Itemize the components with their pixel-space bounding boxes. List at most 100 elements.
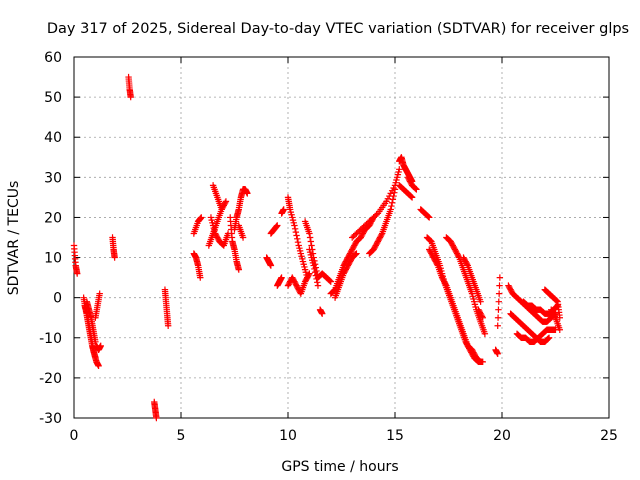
data-point-plus xyxy=(280,206,287,213)
data-point-plus xyxy=(97,342,104,349)
data-point-plus xyxy=(396,166,403,173)
y-tick-label: 40 xyxy=(44,130,62,146)
data-point-plus xyxy=(495,290,503,297)
data-point-plus xyxy=(267,262,275,269)
data-point-plus xyxy=(463,261,471,268)
data-point-plus xyxy=(442,281,449,288)
data-point-plus xyxy=(388,202,395,210)
data-point-plus xyxy=(310,262,317,269)
data-point-plus xyxy=(311,269,319,276)
data-point-plus xyxy=(353,250,360,257)
data-point-plus xyxy=(326,277,334,285)
data-point-plus xyxy=(95,362,102,370)
y-tick-label: -10 xyxy=(39,331,62,347)
data-point-plus xyxy=(306,270,313,277)
data-point-plus xyxy=(153,414,160,422)
data-point-plus xyxy=(219,241,227,249)
y-tick-label: 0 xyxy=(53,291,62,307)
data-point-plus xyxy=(494,314,502,321)
data-point-plus xyxy=(425,213,432,220)
data-point-plus xyxy=(553,297,560,304)
data-point-plus xyxy=(495,298,502,305)
data-point-plus xyxy=(319,310,326,317)
chart-title: Day 317 of 2025, Sidereal Day-to-day VTE… xyxy=(47,21,629,37)
data-point-plus xyxy=(477,358,484,366)
y-tick-label: -20 xyxy=(39,371,62,387)
data-point-plus xyxy=(407,192,414,200)
data-point-plus xyxy=(314,279,321,286)
data-point-plus xyxy=(477,298,484,305)
data-point-plus xyxy=(481,330,489,337)
y-tick-label: 50 xyxy=(44,90,62,106)
data-point-plus xyxy=(305,271,312,279)
data-point-plus xyxy=(74,270,81,277)
data-point-plus xyxy=(292,228,300,236)
data-point-plus xyxy=(495,306,502,313)
data-point-plus xyxy=(306,234,314,241)
data-point-plus xyxy=(556,326,563,333)
data-point-plus xyxy=(308,242,315,249)
y-tick-label: 30 xyxy=(44,170,62,186)
data-point-plus xyxy=(92,354,99,362)
data-point-plus xyxy=(314,282,322,289)
data-point-plus xyxy=(388,199,396,206)
x-tick-label: 20 xyxy=(493,428,511,444)
data-points xyxy=(70,73,563,422)
data-point-plus xyxy=(408,194,416,201)
x-tick-label: 10 xyxy=(279,428,297,444)
data-point-plus xyxy=(197,274,204,281)
data-point-plus xyxy=(544,335,551,343)
data-point-plus xyxy=(307,238,315,245)
data-point-plus xyxy=(244,190,251,197)
data-point-plus xyxy=(239,234,247,241)
grid-lines xyxy=(74,57,609,418)
data-point-plus xyxy=(408,193,415,200)
data-point-plus xyxy=(551,313,558,320)
data-point-plus xyxy=(389,196,397,203)
data-point-plus xyxy=(373,211,380,218)
data-point-plus xyxy=(494,322,501,329)
data-point-plus xyxy=(433,261,441,268)
data-point-plus xyxy=(479,314,486,321)
data-point-plus xyxy=(424,212,432,220)
data-point-plus xyxy=(291,222,298,229)
y-tick-label: -30 xyxy=(39,411,62,427)
data-point-plus xyxy=(164,322,172,329)
data-point-plus xyxy=(496,282,503,289)
data-point-plus xyxy=(494,350,501,358)
data-point-plus xyxy=(378,231,385,239)
data-point-plus xyxy=(222,198,230,205)
data-point-plus xyxy=(391,186,399,193)
data-point-plus xyxy=(274,222,281,229)
data-point-plus xyxy=(426,236,434,244)
data-point-plus xyxy=(218,206,225,213)
x-tick-label: 25 xyxy=(600,428,618,444)
data-point-plus xyxy=(278,274,285,281)
y-tick-label: 60 xyxy=(44,50,62,66)
data-point-plus xyxy=(313,275,320,283)
data-point-plus xyxy=(455,253,462,260)
data-point-plus xyxy=(496,274,504,281)
y-axis-label: SDTVAR / TECUs xyxy=(6,181,22,296)
data-point-plus xyxy=(351,251,359,259)
data-point-plus xyxy=(352,251,359,258)
x-axis-label: GPS time / hours xyxy=(281,459,398,475)
data-point-plus xyxy=(426,214,433,221)
x-tick-label: 5 xyxy=(177,428,186,444)
data-point-plus xyxy=(390,192,397,200)
data-point-plus xyxy=(291,225,299,233)
data-point-plus xyxy=(475,357,483,364)
data-point-plus xyxy=(293,232,300,239)
data-point-plus xyxy=(326,277,333,284)
data-point-plus xyxy=(553,297,561,305)
data-point-plus xyxy=(413,186,420,193)
data-point-plus xyxy=(222,199,229,206)
data-point-plus xyxy=(311,265,318,273)
data-point-plus xyxy=(545,335,552,342)
plot-frame xyxy=(73,56,610,419)
data-point-plus xyxy=(235,266,242,273)
data-point-plus xyxy=(198,214,205,221)
data-point-plus xyxy=(294,235,301,243)
data-point-plus xyxy=(387,206,394,213)
